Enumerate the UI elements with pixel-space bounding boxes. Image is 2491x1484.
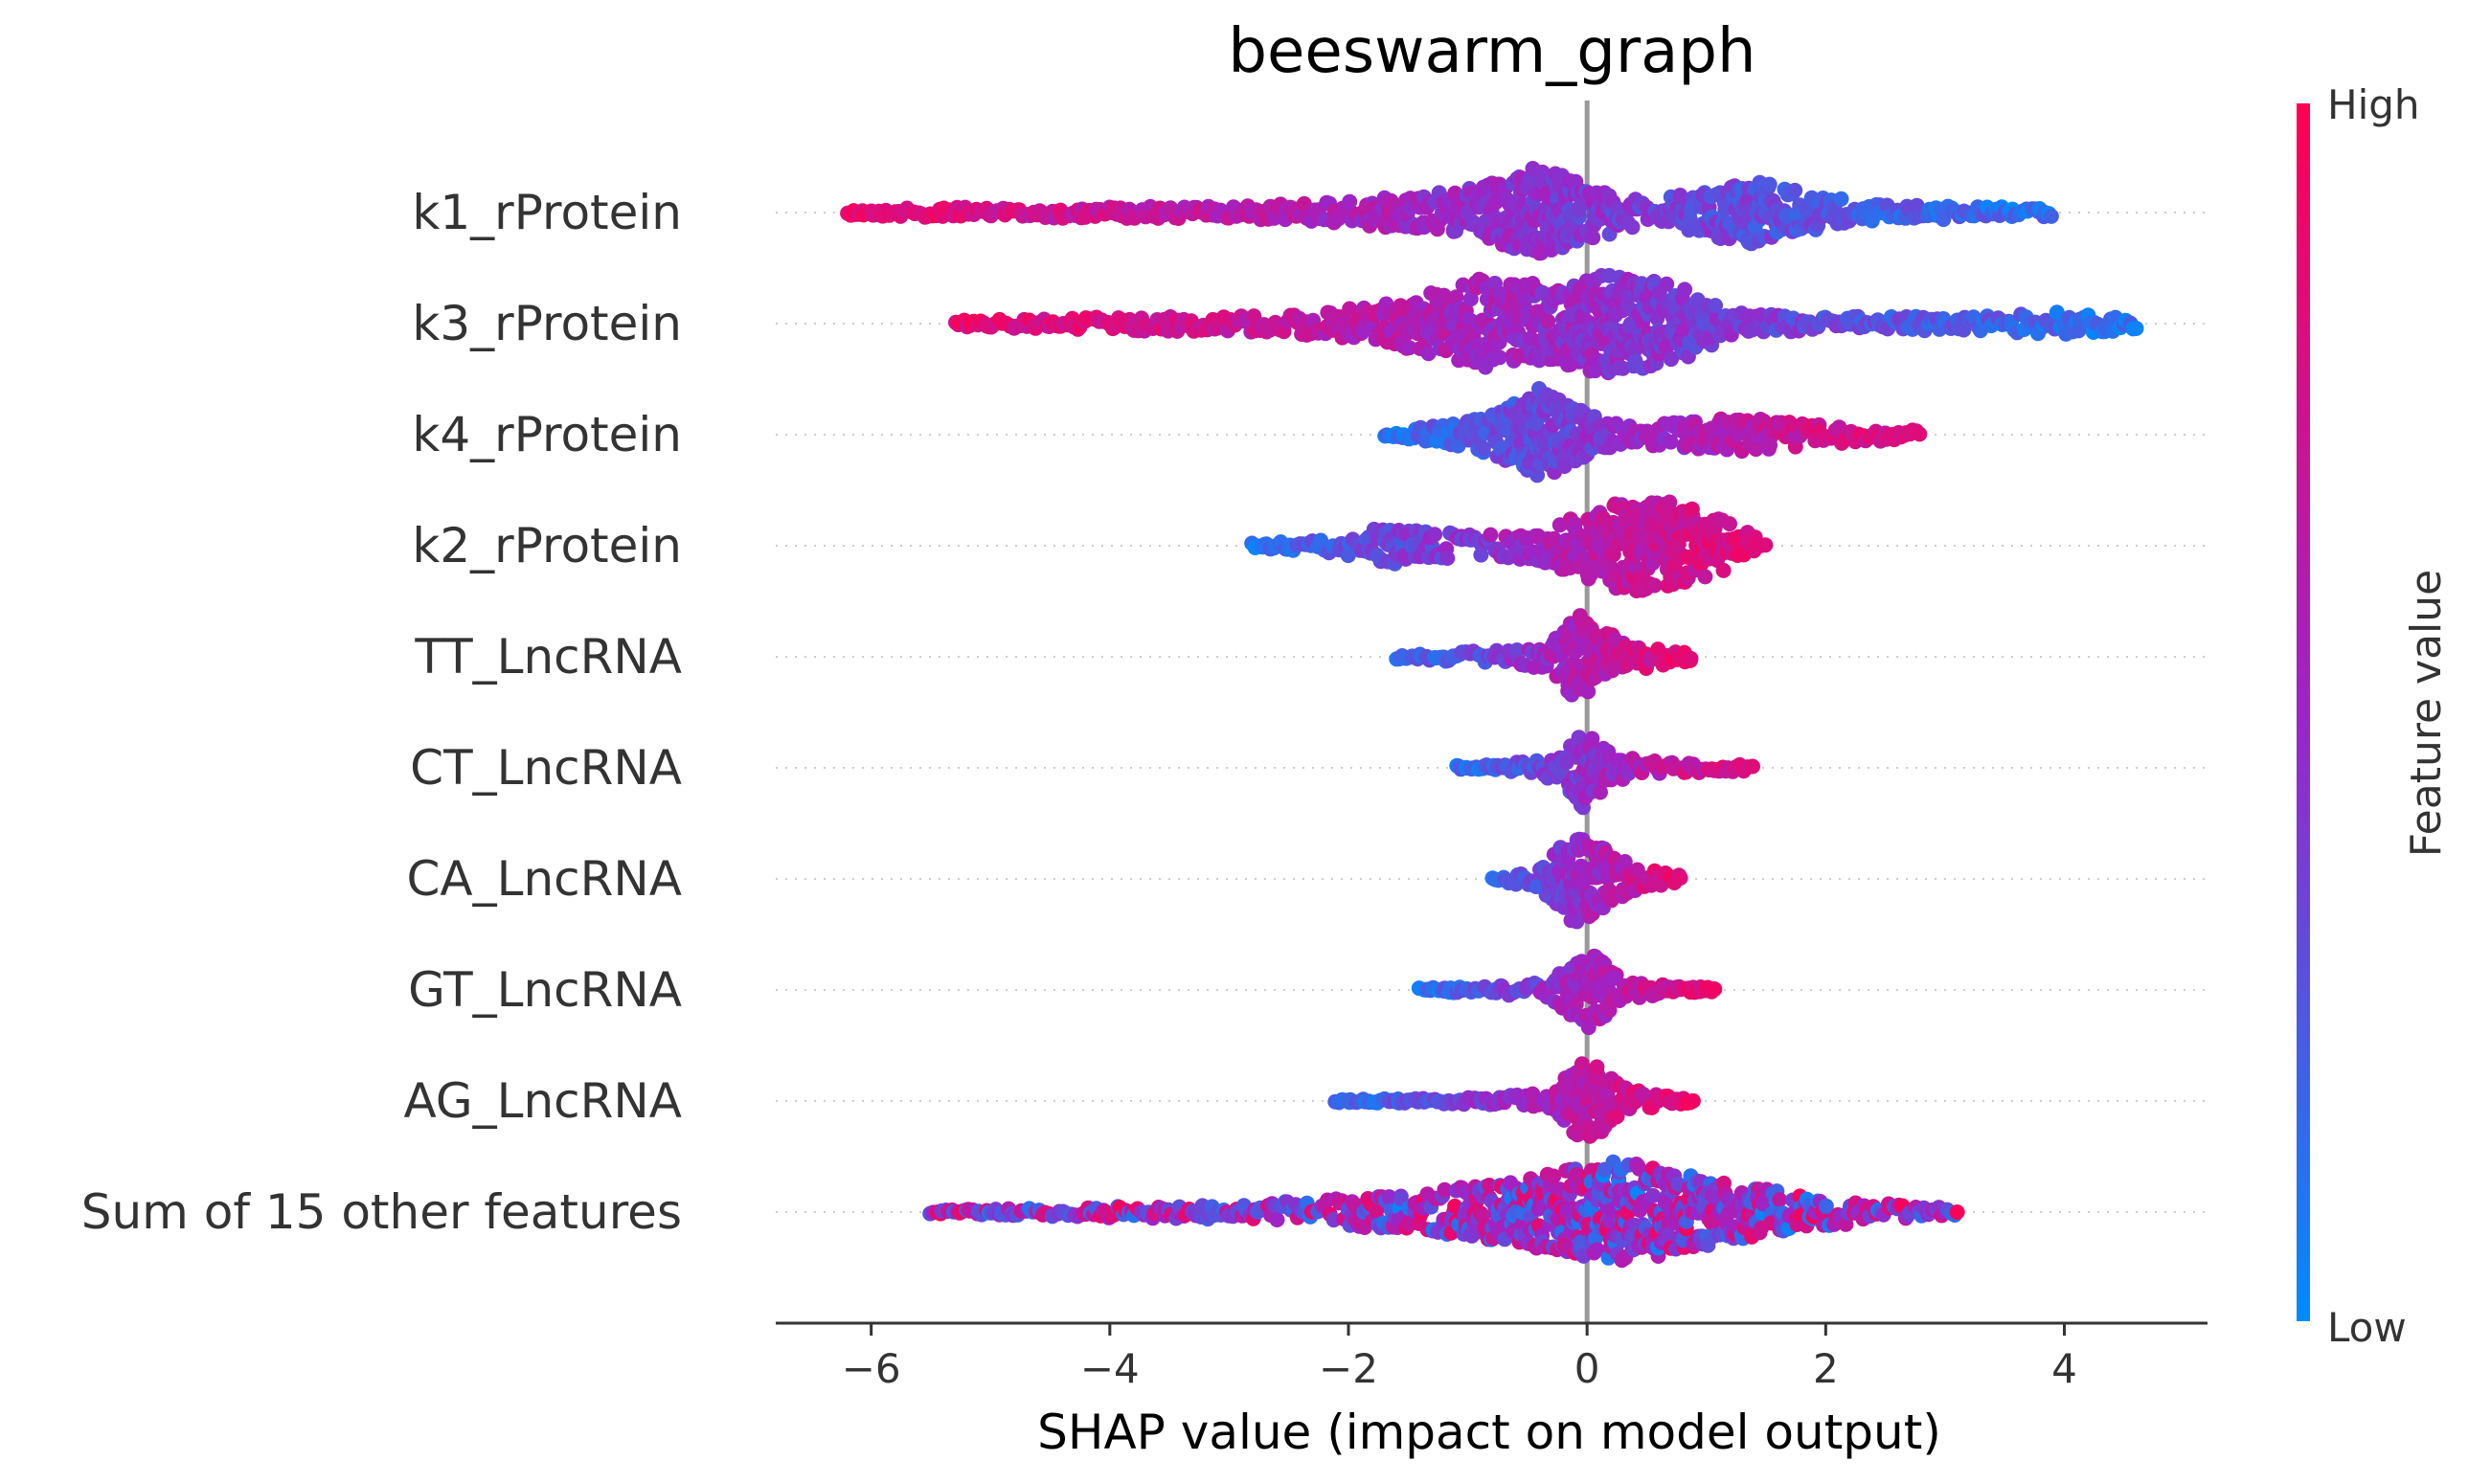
shap-point [1745, 758, 1760, 775]
chart-title: beeswarm_graph [1228, 16, 1755, 87]
shap-point [1752, 1225, 1768, 1241]
shap-point [2049, 304, 2065, 321]
shap-point [1483, 527, 1499, 543]
shap-point [1684, 501, 1700, 517]
shap-point [1589, 1242, 1605, 1258]
shap-point [1580, 1020, 1597, 1036]
shap-point [1660, 1226, 1676, 1243]
x-axis-label: SHAP value (impact on model output) [1037, 1405, 1941, 1460]
x-tick-label: 0 [1574, 1345, 1600, 1392]
shap-point [2071, 323, 2087, 339]
shap-point [1369, 1203, 1385, 1219]
shap-point [1342, 193, 1358, 210]
shap-point [1659, 276, 1675, 292]
shap-point [2043, 208, 2059, 224]
colorbar-gradient [2297, 103, 2310, 1321]
shap-point [1570, 1127, 1586, 1143]
x-tick-label: 4 [2051, 1345, 2077, 1392]
shap-point [1617, 854, 1633, 869]
x-tick-label: −6 [842, 1345, 901, 1392]
shap-point [1949, 1204, 1965, 1220]
shap-point [1540, 313, 1556, 329]
shap-point [1342, 301, 1358, 317]
shap-point [1568, 996, 1584, 1012]
shap-point [1717, 201, 1733, 217]
shap-point [1509, 642, 1525, 658]
feature-label: k1_rProtein [412, 185, 682, 240]
shap-point [1722, 516, 1737, 532]
shap-point [1546, 1168, 1562, 1184]
beeswarm-dots [840, 161, 2144, 1269]
feature-label: k3_rProtein [412, 296, 682, 351]
shap-point [1427, 527, 1443, 543]
feature-label: Sum of 15 other features [81, 1184, 682, 1240]
feature-label: AG_LncRNA [404, 1073, 682, 1129]
feature-label: CT_LncRNA [410, 740, 682, 796]
feature-label: TT_LncRNA [414, 629, 682, 685]
shap-point [1624, 219, 1641, 236]
shap-point [1340, 548, 1356, 564]
colorbar-high-label: High [2327, 81, 2420, 128]
shap-point [1838, 1216, 1854, 1232]
shap-point [2128, 321, 2144, 336]
shap-point [1420, 346, 1437, 362]
x-axis-ticks: −6 −4 −2 0 2 4 [842, 1323, 2077, 1392]
shap-point [1246, 308, 1262, 325]
shap-point [1748, 441, 1764, 458]
shap-point [1475, 440, 1491, 457]
shap-point [1645, 1187, 1662, 1203]
feature-labels: k1_rProtein k3_rProtein k4_rProtein k2_rPro… [81, 185, 682, 1240]
shap-point [1580, 684, 1597, 700]
shap-point [1708, 298, 1724, 314]
shap-point [1833, 191, 1849, 207]
shap-point [1818, 1198, 1834, 1214]
shap-point [1437, 1181, 1453, 1198]
colorbar: High Low Feature value [2297, 81, 2451, 1351]
shap-point [1683, 650, 1699, 666]
shap-point [1593, 784, 1608, 800]
x-tick-label: −2 [1319, 1345, 1378, 1392]
shap-point [1677, 281, 1693, 298]
shap-point [1757, 537, 1774, 553]
colorbar-title: Feature value [2402, 570, 2451, 857]
shap-point [1571, 203, 1587, 218]
shap-point [1707, 981, 1723, 998]
shap-point [1685, 1092, 1701, 1109]
shap-point [1439, 551, 1456, 566]
shap-point [1269, 1212, 1285, 1227]
shap-point [1672, 870, 1688, 886]
shap-point [1715, 562, 1732, 578]
shap-point [1381, 1189, 1397, 1205]
shap-point [1761, 176, 1778, 192]
shap-point [1481, 1178, 1497, 1193]
shap-point [1787, 182, 1803, 198]
shap-point [1491, 349, 1507, 366]
shap-point [1772, 1192, 1788, 1208]
x-tick-label: −4 [1080, 1345, 1140, 1392]
feature-label: k2_rProtein [412, 518, 682, 573]
shap-point [1585, 230, 1601, 246]
x-tick-label: 2 [1813, 1345, 1839, 1392]
feature-label: GT_LncRNA [408, 962, 682, 1018]
shap-point [1646, 577, 1663, 594]
colorbar-low-label: Low [2327, 1304, 2407, 1351]
shap-point [1589, 1059, 1605, 1075]
shap-point [1697, 569, 1713, 585]
shap-point [1912, 426, 1928, 442]
feature-label: k4_rProtein [412, 407, 682, 462]
shap-point [1663, 434, 1679, 450]
feature-label: CA_LncRNA [407, 851, 683, 907]
